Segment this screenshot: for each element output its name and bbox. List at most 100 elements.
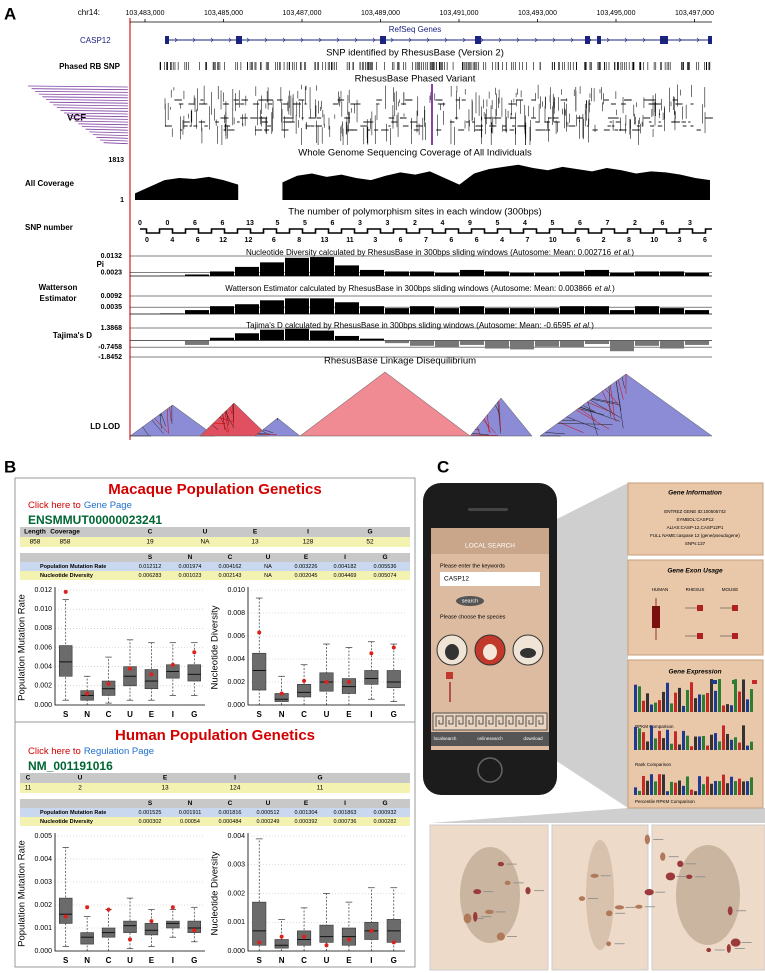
- x-tick-label: G: [191, 710, 197, 719]
- track-title: Whole Genome Sequencing Coverage of All …: [298, 148, 532, 159]
- strand-arrow: [354, 37, 358, 43]
- table-header-cell: C: [228, 554, 233, 561]
- ld-hatch: [578, 407, 597, 421]
- ld-hatch: [261, 430, 267, 434]
- table-header-cell: E: [304, 800, 309, 807]
- thumbnail-bar: [662, 774, 665, 795]
- window-bar: [360, 306, 384, 314]
- search-input: [440, 572, 540, 586]
- nav-item[interactable]: download: [523, 736, 543, 741]
- ld-hatch: [545, 432, 565, 435]
- table-cell: NA: [264, 573, 272, 579]
- thumbnail-bar: [698, 694, 701, 712]
- x-tick-label: I: [370, 710, 372, 719]
- snp-count: 6: [661, 220, 665, 227]
- coverage-area: [135, 164, 710, 200]
- track-title: SNP identified by RhesusBase (Version 2): [326, 48, 504, 59]
- snp-count: 13: [321, 237, 329, 244]
- exon: [165, 36, 169, 44]
- box: [386, 670, 401, 689]
- box: [80, 932, 94, 945]
- organ-icon: [484, 909, 494, 915]
- x-tick-label: C: [106, 956, 112, 965]
- y-tick-label: 0.0092: [101, 293, 123, 300]
- organ-icon: [635, 904, 643, 909]
- table-cell: 0.002045: [295, 573, 318, 579]
- ld-block: [129, 404, 216, 437]
- organ-icon: [686, 874, 693, 879]
- window-bar: [210, 306, 234, 314]
- snp-count: 9: [468, 220, 472, 227]
- thumbnail-bar: [686, 776, 689, 795]
- window-bar: [435, 272, 459, 276]
- window-bar: [285, 257, 309, 276]
- link-line: Click here to Gene Page: [28, 500, 132, 511]
- window-bar: [410, 340, 434, 346]
- link[interactable]: Gene Page: [84, 500, 132, 511]
- snp-count: 5: [303, 220, 307, 227]
- nav-item[interactable]: localsearch: [434, 736, 457, 741]
- table-header-cell: N: [188, 800, 193, 807]
- thumbnail-bar: [722, 774, 725, 795]
- y-tick-label: 1.3868: [101, 325, 123, 332]
- ld-hatch: [154, 418, 168, 433]
- thumbnail-bar: [646, 741, 649, 750]
- exon: [380, 36, 386, 44]
- y-tick-label: 0.008: [227, 610, 245, 617]
- table-row-label: Population Mutation Rate: [40, 564, 106, 570]
- greek-key: [435, 715, 544, 727]
- vcf-fan: [96, 136, 129, 139]
- strand-arrow: [480, 37, 484, 43]
- thumbnail-bar: [746, 699, 749, 712]
- window-bar: [635, 340, 659, 346]
- link[interactable]: Regulation Page: [84, 746, 154, 757]
- window-bar: [485, 340, 509, 349]
- window-bar: [210, 337, 234, 341]
- y-tick-label: 0.002: [34, 683, 52, 690]
- table-cell: 0.005074: [374, 573, 397, 579]
- x-tick-label: U: [127, 710, 133, 719]
- window-bar: [560, 306, 584, 314]
- organ-icon: [496, 932, 505, 941]
- table-row: [20, 562, 410, 571]
- track-label: Estimator: [40, 294, 77, 303]
- table-cell: 0.000249: [257, 819, 280, 825]
- table-header-cell: E: [163, 775, 168, 782]
- ld-hatch: [151, 419, 164, 434]
- section-label: RPKM Comparison: [635, 724, 674, 729]
- screen-prompt: Please enter the keywords: [440, 563, 505, 569]
- track-label: Watterson: [39, 283, 78, 292]
- window-bar: [585, 269, 609, 276]
- nav-item[interactable]: onlinesearch: [477, 736, 503, 741]
- window-bar: [260, 329, 284, 341]
- ld-hatch: [211, 424, 219, 431]
- window-bar: [235, 304, 259, 314]
- y-axis-label: Nucleotide Diversity: [210, 605, 221, 689]
- thumbnail-bar: [714, 780, 717, 795]
- app-logo: [449, 682, 451, 702]
- snp-count: 5: [551, 220, 555, 227]
- thumbnail-bar: [742, 679, 745, 712]
- thumbnail-bar: [734, 679, 737, 712]
- species-label: RHESUS: [686, 587, 705, 592]
- thumbnail-bar: [666, 682, 669, 712]
- strand-arrow: [192, 37, 196, 43]
- table-header-cell: G: [367, 529, 372, 536]
- y-tick-label: 0.000: [34, 948, 52, 955]
- vcf-fan: [99, 139, 129, 142]
- legend-swatch: [732, 680, 737, 684]
- thumbnail-bar: [730, 776, 733, 795]
- legend-swatch: [712, 680, 717, 684]
- thumbnail-bar: [662, 738, 665, 750]
- x-tick-label: E: [346, 710, 352, 719]
- ld-hatch: [475, 429, 480, 431]
- info-line: ENTREZ GENE ID:100505742: [664, 509, 726, 514]
- snp-count: 3: [373, 237, 377, 244]
- y-tick-label: 1: [120, 197, 124, 204]
- table-header-cell: I: [344, 800, 346, 807]
- window-bar: [385, 340, 409, 344]
- title-note: et al.: [574, 321, 591, 330]
- organ-icon: [606, 941, 612, 947]
- thumbnail-bar: [714, 733, 717, 750]
- coordinate-label: 103,483,000: [126, 10, 165, 17]
